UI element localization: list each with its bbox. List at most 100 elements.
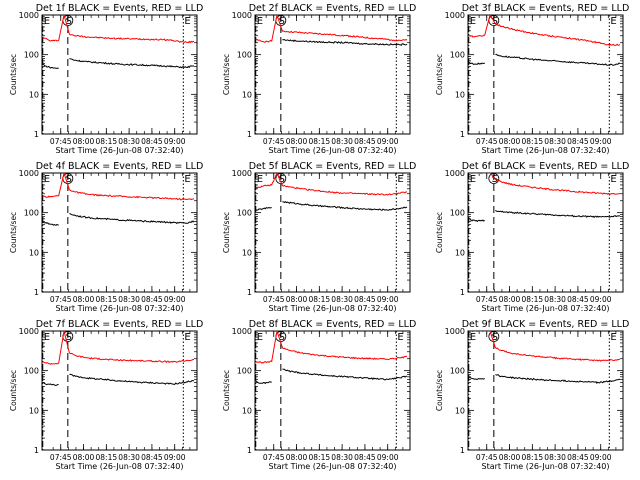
marker-label-e: E — [397, 332, 403, 343]
plot-frame — [467, 172, 624, 293]
y-tick-label: 1 — [34, 288, 39, 297]
plot-frame — [467, 330, 624, 451]
x-tick-label: 08:00 — [499, 137, 521, 146]
marker-label-s: S — [492, 16, 498, 27]
lld-rate-trace — [255, 331, 408, 364]
x-tick-label: 07:45 — [50, 453, 72, 462]
y-tick-label: 1000 — [445, 327, 465, 336]
y-tick-label: 10 — [242, 406, 252, 415]
chart-title: Det 5f BLACK = Events, RED = LLD — [249, 161, 417, 172]
chart-title: Det 4f BLACK = Events, RED = LLD — [36, 161, 204, 172]
marker-label-e: E — [44, 174, 50, 185]
lld-rate-trace — [468, 331, 621, 362]
y-axis-label: Counts/sec — [435, 54, 444, 95]
marker-label-e: E — [397, 174, 403, 185]
event-rate-trace — [42, 373, 195, 386]
lld-rate-trace — [42, 331, 195, 365]
x-tick-label: 08:30 — [118, 137, 140, 146]
x-tick-label: 08:00 — [286, 137, 308, 146]
x-tick-label: 08:30 — [118, 295, 140, 304]
y-tick-label: 1000 — [445, 169, 465, 178]
y-tick-label: 10 — [455, 90, 465, 99]
x-tick-label: 07:45 — [476, 295, 498, 304]
x-tick-label: 09:00 — [377, 137, 399, 146]
marker-circle — [488, 173, 500, 184]
x-tick-label: 08:30 — [118, 453, 140, 462]
y-tick-label: 1000 — [19, 169, 39, 178]
event-rate-trace — [255, 201, 408, 211]
event-rate-trace — [282, 38, 408, 46]
x-tick-label: 07:45 — [476, 137, 498, 146]
chart-panel-7: Det 7f BLACK = Events, RED = LLD 1 10 100 10… — [9, 319, 203, 471]
x-tick-label: 09:00 — [377, 453, 399, 462]
lld-rate-trace — [468, 173, 621, 195]
x-tick-label: 09:00 — [590, 137, 612, 146]
x-tick-label: 08:45 — [141, 137, 163, 146]
y-tick-label: 1000 — [445, 11, 465, 20]
x-tick-label: 08:15 — [96, 295, 118, 304]
y-tick-label: 1000 — [232, 11, 252, 20]
plot-frame — [254, 14, 411, 135]
marker-label-s: S — [66, 174, 72, 185]
x-tick-label: 08:45 — [141, 453, 163, 462]
y-tick-label: 100 — [24, 209, 39, 218]
event-rate-trace — [42, 213, 195, 226]
x-tick-label: 08:45 — [354, 453, 376, 462]
y-tick-label: 1 — [460, 446, 465, 455]
x-tick-label: 08:45 — [567, 137, 589, 146]
y-axis-label: Counts/sec — [222, 212, 231, 253]
chart-panel-2: Det 2f BLACK = Events, RED = LLD 1 10 100 10… — [222, 3, 416, 155]
x-tick-label: 07:45 — [476, 453, 498, 462]
chart-title: Det 2f BLACK = Events, RED = LLD — [249, 3, 417, 14]
x-tick-label: 09:00 — [164, 295, 186, 304]
plot-frame — [254, 172, 411, 293]
y-tick-label: 100 — [237, 51, 252, 60]
x-axis-label: Start Time (26-Jun-08 07:32:40) — [269, 146, 397, 155]
x-tick-label: 08:45 — [567, 295, 589, 304]
x-tick-label: 08:15 — [522, 453, 544, 462]
x-tick-label: 07:45 — [263, 295, 285, 304]
plot-frame — [41, 172, 198, 293]
x-tick-label: 08:15 — [522, 295, 544, 304]
event-rate-trace — [468, 374, 621, 385]
marker-label-e: E — [44, 332, 50, 343]
x-axis-label: Start Time (26-Jun-08 07:32:40) — [56, 146, 184, 155]
marker-label-e: E — [257, 16, 263, 27]
y-tick-label: 100 — [450, 367, 465, 376]
marker-label-e: E — [470, 16, 476, 27]
y-tick-label: 10 — [242, 90, 252, 99]
x-axis-label: Start Time (26-Jun-08 07:32:40) — [269, 304, 397, 313]
x-tick-label: 08:30 — [331, 453, 353, 462]
y-tick-label: 100 — [237, 209, 252, 218]
x-tick-label: 08:00 — [286, 295, 308, 304]
y-axis-label: Counts/sec — [222, 54, 231, 95]
marker-label-e: E — [184, 16, 190, 27]
x-tick-label: 08:45 — [354, 137, 376, 146]
x-tick-label: 07:45 — [263, 453, 285, 462]
y-tick-label: 1 — [34, 130, 39, 139]
plot-frame — [467, 14, 624, 135]
y-tick-label: 1 — [247, 130, 252, 139]
y-tick-label: 1000 — [19, 11, 39, 20]
x-tick-label: 08:45 — [141, 295, 163, 304]
lld-rate-trace — [42, 15, 195, 44]
y-tick-label: 1000 — [232, 327, 252, 336]
y-tick-label: 1 — [247, 446, 252, 455]
x-tick-label: 07:45 — [50, 137, 72, 146]
marker-label-s: S — [492, 332, 498, 343]
x-tick-label: 08:30 — [544, 295, 566, 304]
plot-frame — [41, 330, 198, 451]
x-tick-label: 08:15 — [309, 295, 331, 304]
chart-title: Det 3f BLACK = Events, RED = LLD — [462, 3, 630, 14]
chart-panel-3: Det 3f BLACK = Events, RED = LLD 1 10 100 10… — [435, 3, 629, 155]
y-tick-label: 100 — [24, 367, 39, 376]
y-tick-label: 10 — [455, 248, 465, 257]
lld-rate-trace — [255, 15, 408, 43]
x-tick-label: 08:30 — [544, 453, 566, 462]
marker-label-e: E — [397, 16, 403, 27]
y-tick-label: 1 — [460, 130, 465, 139]
x-axis-label: Start Time (26-Jun-08 07:32:40) — [56, 462, 184, 471]
y-axis-label: Counts/sec — [9, 54, 18, 95]
lld-rate-trace — [255, 173, 408, 196]
